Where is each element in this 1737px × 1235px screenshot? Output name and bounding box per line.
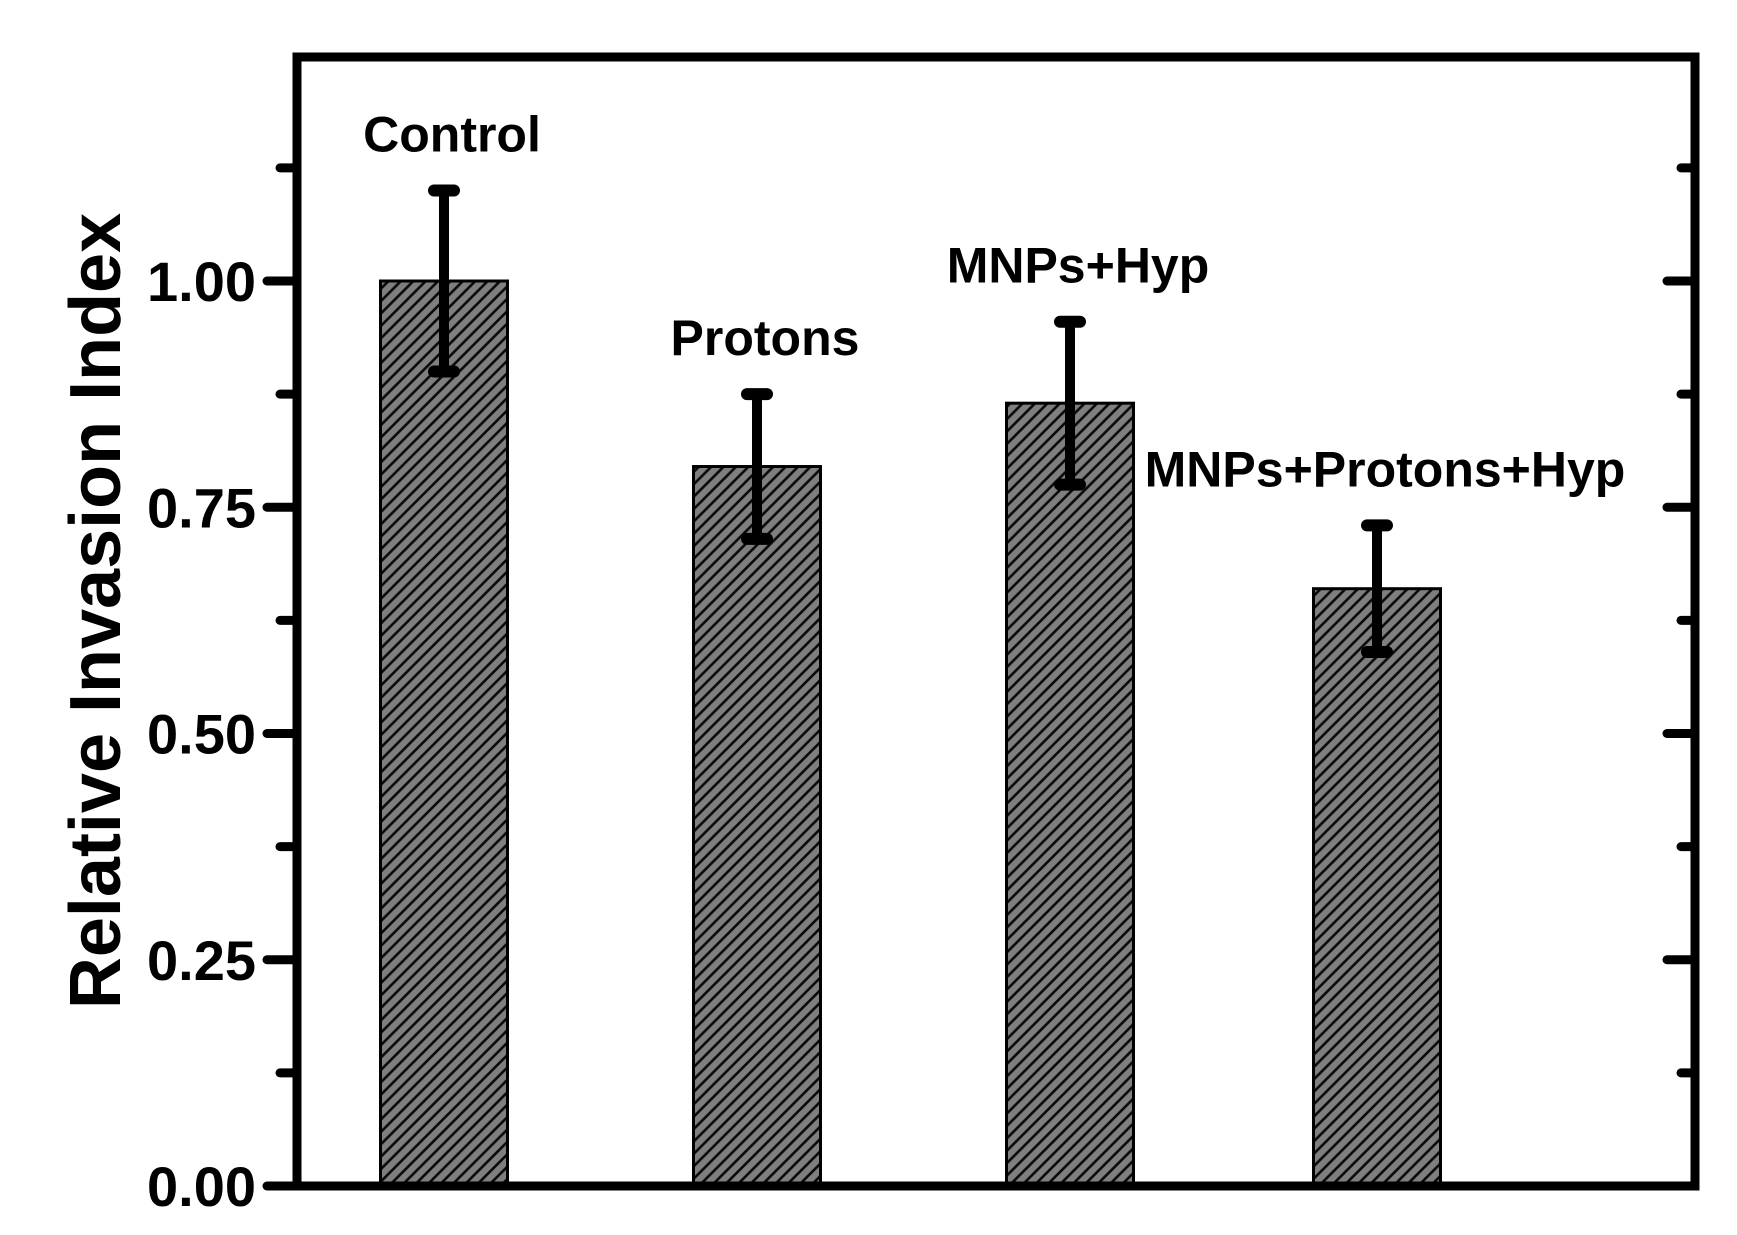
bar-mnps-protons-hyp [1312, 587, 1442, 1188]
bar-label-control: Control [363, 107, 541, 163]
error-bar-control [428, 184, 460, 378]
bar-control [379, 279, 509, 1188]
y-tick-label: 0.75 [147, 476, 256, 539]
y-tick-label: 0.25 [147, 929, 256, 992]
bar-labels: Control Protons MNPs+Hyp MNPs+Protons+Hyp [363, 107, 1625, 498]
bars [379, 279, 1442, 1188]
bar-label-mnps-hyp: MNPs+Hyp [947, 238, 1210, 294]
y-axis-title: Relative Invasion Index [56, 213, 136, 1009]
bar-label-protons: Protons [671, 310, 860, 366]
error-bar-mnps-hyp [1054, 315, 1086, 491]
bar-protons [692, 465, 822, 1188]
y-tick-label: 1.00 [147, 250, 256, 313]
y-tick-label: 0.50 [147, 703, 256, 766]
error-bar-mnps-protons-hyp [1361, 519, 1393, 659]
y-tick-label: 0.00 [147, 1155, 256, 1218]
y-axis-tick-labels: 0.00 0.25 0.50 0.75 1.00 [147, 250, 256, 1218]
bar-mnps-hyp [1005, 401, 1135, 1188]
error-bars [428, 184, 1393, 659]
plot-border [292, 52, 1700, 1191]
bar-label-mnps-protons-hyp: MNPs+Protons+Hyp [1145, 441, 1626, 497]
error-bar-protons [741, 388, 773, 545]
